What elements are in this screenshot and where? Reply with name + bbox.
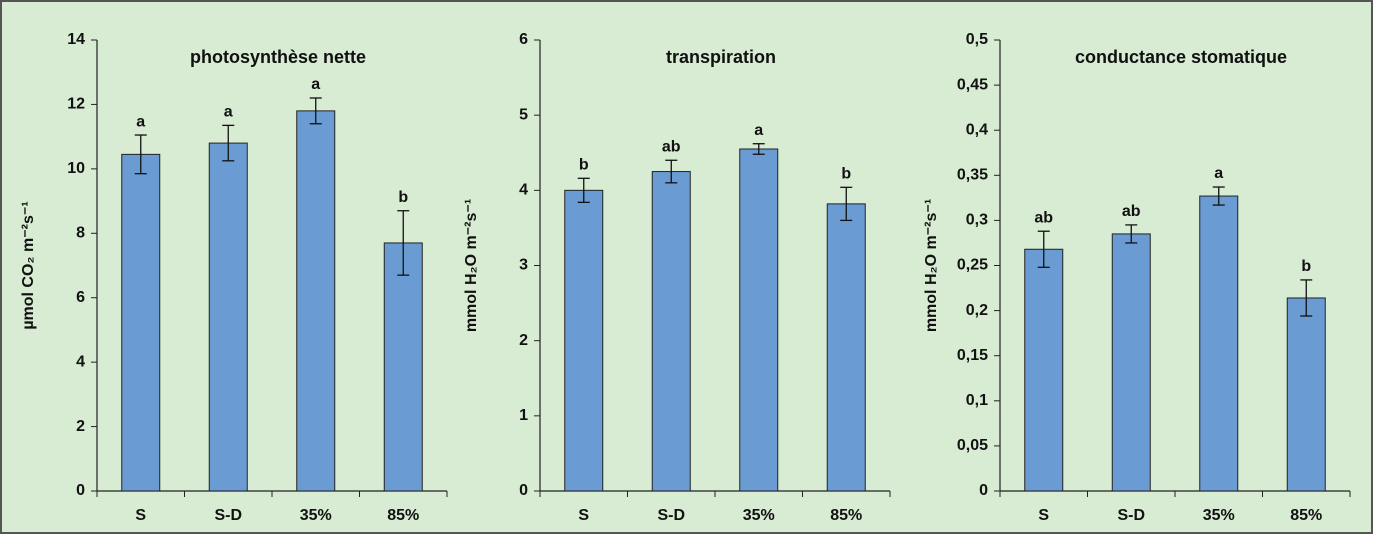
x-tick-label: S: [578, 507, 589, 524]
y-tick-label: 12: [67, 96, 85, 113]
y-tick-label: 0,1: [966, 392, 988, 409]
bar: [1111, 233, 1151, 492]
error-bar: [397, 210, 410, 276]
error-bar: [840, 186, 853, 222]
y-axis-label: mmol H₂O m⁻²s⁻¹: [923, 199, 940, 332]
x-tick-label: 35%: [300, 507, 332, 524]
y-tick-label: 4: [76, 353, 85, 370]
y-tick-label: 4: [519, 182, 528, 199]
error-bar: [752, 143, 765, 155]
error-bar: [309, 97, 322, 125]
y-tick-label: 2: [519, 332, 528, 349]
x-tick-label: S: [1038, 507, 1049, 524]
y-tick-label: 6: [76, 289, 85, 306]
y-tick-label: 2: [76, 418, 85, 435]
y-axis-label: µmol CO₂ m⁻²s⁻¹: [20, 201, 37, 329]
y-tick-label: 0,5: [966, 31, 988, 48]
bar: [651, 171, 691, 492]
y-tick-label: 5: [519, 106, 528, 123]
chart-title: conductance stomatique: [1075, 47, 1287, 67]
error-bar: [1125, 224, 1138, 244]
x-tick-label: S-D: [657, 507, 685, 524]
significance-letter: b: [841, 166, 851, 183]
significance-letter: a: [224, 104, 233, 121]
y-tick-label: 8: [76, 225, 85, 242]
significance-letter: b: [1301, 258, 1311, 275]
bar: [208, 142, 248, 492]
bar: [1199, 195, 1239, 492]
significance-letter: a: [136, 113, 145, 130]
y-tick-label: 0,4: [966, 121, 988, 138]
x-tick-label: S: [135, 507, 146, 524]
error-bar: [134, 134, 147, 175]
error-bar: [1037, 230, 1050, 268]
y-tick-label: 0: [76, 482, 85, 499]
y-tick-label: 0,45: [957, 76, 988, 93]
significance-letter: ab: [1122, 203, 1141, 220]
significance-letter: b: [579, 157, 589, 174]
significance-letter: a: [1214, 165, 1223, 182]
significance-letter: a: [311, 76, 320, 93]
y-tick-label: 0,25: [957, 257, 988, 274]
x-tick-label: 85%: [387, 507, 419, 524]
y-tick-label: 0,15: [957, 347, 988, 364]
bar: [121, 153, 161, 492]
bar: [739, 148, 779, 492]
y-tick-label: 6: [519, 31, 528, 48]
x-tick-label: 85%: [830, 507, 862, 524]
chart-title: photosynthèse nette: [190, 47, 366, 67]
x-tick-label: S-D: [214, 507, 242, 524]
error-bar: [1300, 279, 1313, 317]
significance-letter: b: [398, 189, 408, 206]
bar: [564, 189, 604, 492]
x-tick-label: 35%: [743, 507, 775, 524]
error-bar: [222, 124, 235, 162]
bar: [1024, 248, 1064, 492]
significance-letter: ab: [662, 138, 681, 155]
y-axis-label: mmol H₂O m⁻²s⁻¹: [463, 199, 480, 332]
y-tick-label: 0,05: [957, 437, 988, 454]
chart-title: transpiration: [666, 47, 776, 67]
y-tick-label: 14: [67, 31, 85, 48]
bar: [826, 203, 866, 492]
y-tick-label: 0: [979, 482, 988, 499]
error-bar: [665, 159, 678, 184]
y-tick-label: 1: [519, 407, 528, 424]
y-tick-label: 0,3: [966, 212, 988, 229]
significance-letter: ab: [1034, 209, 1053, 226]
x-tick-label: S-D: [1117, 507, 1145, 524]
error-bar: [1212, 186, 1225, 206]
y-tick-label: 0,35: [957, 167, 988, 184]
y-tick-label: 0,2: [966, 302, 988, 319]
bar: [1286, 297, 1326, 492]
x-tick-label: 85%: [1290, 507, 1322, 524]
y-tick-label: 0: [519, 482, 528, 499]
y-tick-label: 10: [67, 160, 85, 177]
y-tick-label: 3: [519, 257, 528, 274]
bar: [296, 110, 336, 492]
significance-letter: a: [754, 122, 763, 139]
bar: [383, 242, 423, 492]
x-tick-label: 35%: [1203, 507, 1235, 524]
error-bar: [577, 177, 590, 204]
